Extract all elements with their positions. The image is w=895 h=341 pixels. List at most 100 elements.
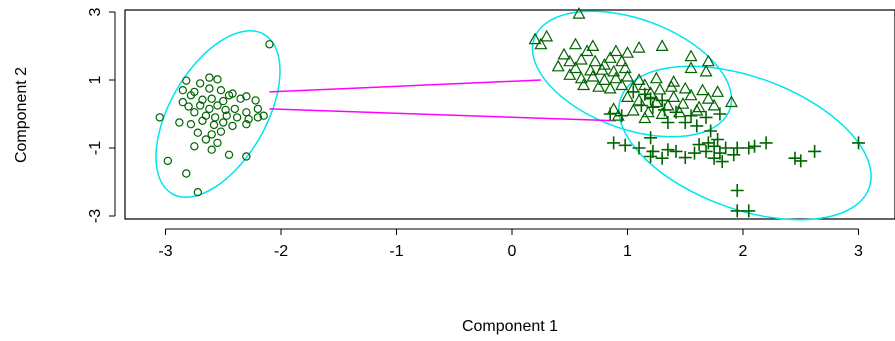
circle-point [201,111,211,120]
triangle-point [586,39,600,52]
plus-point [730,141,744,155]
plus-point [748,139,762,153]
x-tick-label: -3 [158,243,172,260]
circle-point [242,119,251,129]
circle-point [259,111,268,120]
y-tick-label: 1 [87,75,104,84]
circle-point [232,113,242,122]
triangle-point [620,46,635,58]
plus-point [742,141,756,155]
cluster-connectors [269,79,616,122]
plus-point [646,100,660,114]
circle-point [205,104,214,114]
triangle-point [563,54,577,67]
circle-point [230,104,239,114]
triangle-point [641,105,655,118]
circle-point [224,91,234,100]
triangle-point [632,73,646,86]
triangle-point [603,81,617,94]
y-axis: -3 -1 1 3 [87,7,116,223]
circle-point [175,118,184,127]
triangle-point [684,61,698,74]
plus-point [644,131,658,145]
triangle-point [620,90,635,103]
triangle-point [696,83,710,96]
plus-point [852,136,865,150]
cluster-ellipses [155,10,872,221]
triangle-point [664,80,678,92]
triangle-point [557,47,571,60]
plus-point [692,138,706,152]
circle-point [190,142,199,151]
plus-point [711,133,725,146]
circle-point [195,101,205,110]
triangle-point [592,80,606,92]
triangle-point [653,82,667,95]
plus-point [615,109,629,123]
circle-point [265,40,274,49]
triangle-point [701,54,715,67]
plus-point [742,204,756,218]
circle-point [182,169,191,178]
plus-point [759,136,773,150]
plot-frame [124,9,895,220]
circle-point [190,108,199,117]
x-tick-label: -1 [389,243,403,260]
cluster-connector-2 [269,108,616,122]
x-tick-label: -2 [274,243,288,260]
triangle-point [632,93,646,106]
circle-point [193,128,203,137]
circle-point [178,85,188,95]
triangle-point [649,71,663,84]
cluster-ellipse-2 [531,10,733,138]
circle-point [210,113,220,122]
circle-point [221,105,230,115]
circle-point [205,73,214,82]
plus-point [690,119,704,133]
circle-point [216,127,226,136]
circle-point [242,108,251,117]
triangle-point [574,52,588,65]
circle-point [186,91,196,100]
triangle-point [595,63,609,75]
circle-point [236,94,245,103]
plus-point [678,116,692,129]
circle-point [155,113,164,122]
cluster-connector-1 [269,79,541,93]
plus-point [707,139,721,153]
triangle-point [632,40,646,53]
triangle-point [615,78,629,91]
triangle-point [580,44,594,57]
plus-point [632,141,646,155]
triangle-point [586,69,600,82]
circle-point [182,76,191,85]
circle-point [178,97,188,107]
triangle-point [667,90,681,103]
circle-point [242,152,251,161]
plus-point [788,151,802,165]
y-tick-label: -1 [87,141,104,155]
triangle-point [620,69,635,82]
plus-point [634,99,648,112]
x-axis: -3 -2 -1 0 1 2 3 [158,228,863,260]
circle-point [222,111,231,120]
circle-point [253,104,263,114]
circle-point [213,138,222,148]
triangle-point [577,78,591,91]
circle-point [219,118,228,127]
triangle-point [588,54,602,67]
x-tick-label: 1 [623,243,632,260]
circle-point [201,135,211,144]
x-tick-label: 3 [854,243,863,260]
triangle-point [551,59,565,72]
y-tick-label: -3 [87,209,104,223]
x-axis-label: Component 1 [462,318,558,335]
circle-point [209,120,219,130]
triangle-point [528,32,542,45]
plus-point [655,151,669,165]
circle-point [213,75,222,84]
plus-point [644,92,658,106]
circle-point [195,79,205,88]
plus-point [655,93,669,107]
plus-point [699,144,713,158]
